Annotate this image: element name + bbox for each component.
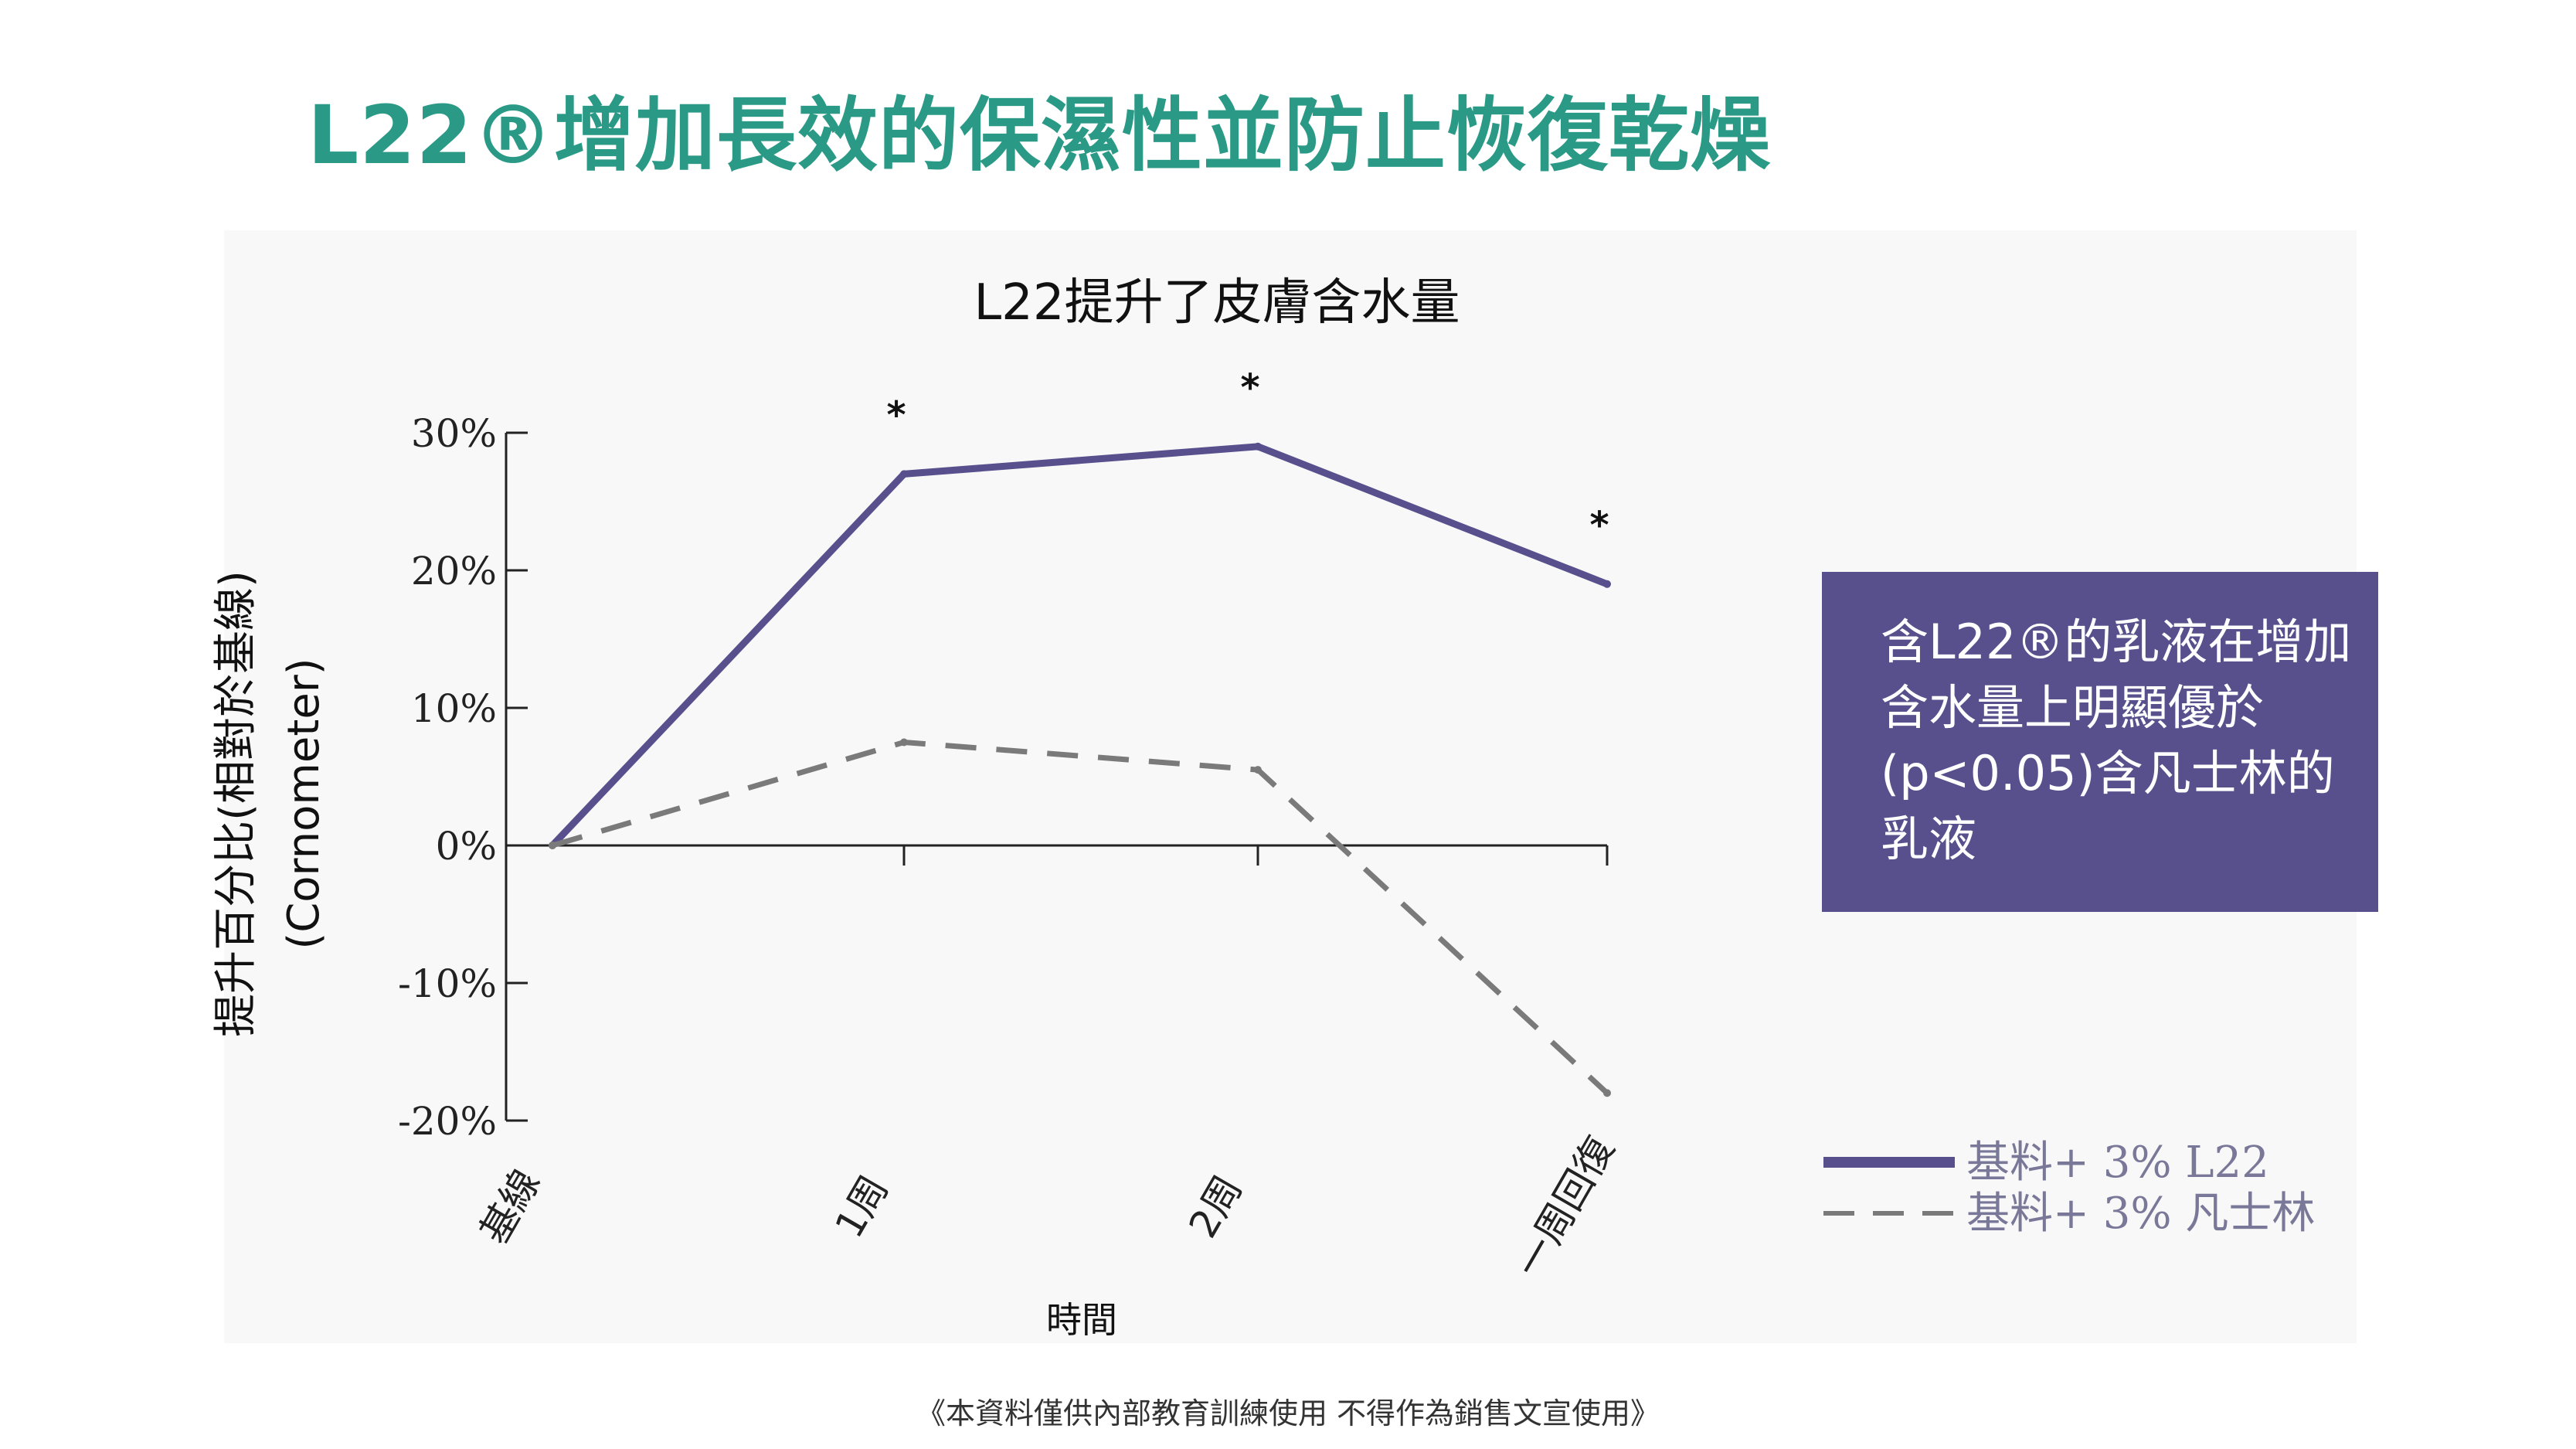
y-tick-label: 0% xyxy=(436,824,497,869)
y-tick-label: -10% xyxy=(398,961,497,1006)
y-axis-title-line-1: 提升百分比(相對於基線) xyxy=(211,570,261,1037)
data-point-l22 xyxy=(1603,580,1611,588)
significance-marker: * xyxy=(1240,366,1259,410)
callout-line-2: 含水量上明顯優於 xyxy=(1881,679,2265,736)
x-tick-label: 2周 xyxy=(1181,1168,1251,1246)
series-line-vaseline xyxy=(552,740,1609,1095)
x-tick-label: 一周回復 xyxy=(1507,1128,1623,1284)
x-tick-label: 1周 xyxy=(827,1168,897,1246)
legend-label-vaseline: 基料+ 3% 凡士林 xyxy=(1966,1189,2316,1239)
data-point-l22 xyxy=(900,470,908,478)
callout-box: 含L22®的乳液在增加 含水量上明顯優於 (p<0.05)含凡士林的 乳液 xyxy=(1822,572,2378,912)
callout-line-1: 含L22®的乳液在增加 xyxy=(1881,614,2352,670)
data-point-l22 xyxy=(1254,442,1262,451)
page-title: L22®增加長效的保濕性並防止恢復乾燥 xyxy=(308,88,1771,182)
y-tick-label: 30% xyxy=(411,411,497,456)
data-point-vaseline xyxy=(900,738,908,747)
x-axis-title: 時間 xyxy=(1046,1299,1117,1341)
footer-disclaimer: 《本資料僅供內部教育訓練使用 不得作為銷售文宣使用》 xyxy=(916,1396,1660,1430)
callout-line-3: (p<0.05)含凡士林的 xyxy=(1881,745,2335,801)
y-axis-title-line-2: (Cornometer) xyxy=(279,658,329,950)
y-tick-label: 20% xyxy=(411,549,497,594)
legend-swatch-dashed xyxy=(1823,1211,1955,1216)
data-point-vaseline xyxy=(1254,766,1262,774)
data-point-vaseline xyxy=(1603,1089,1611,1097)
significance-marker: * xyxy=(886,393,906,437)
callout-line-4: 乳液 xyxy=(1881,811,1977,867)
data-point-vaseline xyxy=(549,842,556,849)
chart-title: L22提升了皮膚含水量 xyxy=(974,274,1460,332)
series-line-l22 xyxy=(549,443,1609,849)
y-tick-label: 10% xyxy=(411,686,497,731)
y-tick-label: -20% xyxy=(398,1099,497,1144)
significance-marker: * xyxy=(1589,504,1609,547)
legend-swatch-solid xyxy=(1823,1157,1955,1168)
x-tick-label: 基線 xyxy=(471,1162,549,1252)
legend-label-l22: 基料+ 3% L22 xyxy=(1966,1138,2269,1188)
y-axis-title: 提升百分比(相對於基線) (Cornometer) xyxy=(202,570,338,1037)
